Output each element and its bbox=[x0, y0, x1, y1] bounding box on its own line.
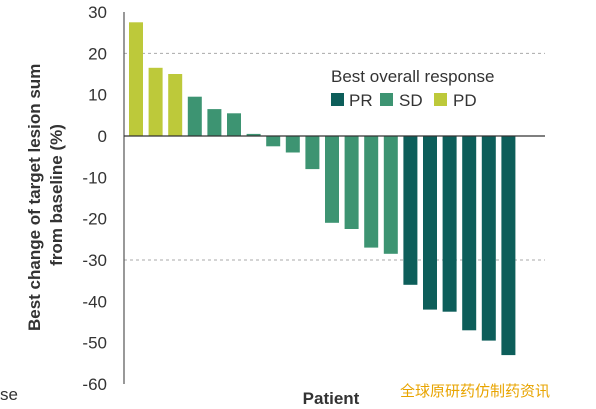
bar-pr bbox=[442, 136, 457, 312]
bar-sd bbox=[383, 136, 398, 254]
bar-sd bbox=[227, 113, 241, 136]
bar-pr bbox=[481, 136, 496, 341]
bar-pd bbox=[168, 74, 183, 136]
legend-swatch-pr bbox=[331, 93, 344, 106]
y-tick-labels: 30 20 10 0 -10 -20 -30 -40 -50 -60 bbox=[82, 3, 107, 394]
y-axis-title-line-1: Best change of target lesion sum bbox=[25, 64, 44, 331]
y-tick-label: 10 bbox=[88, 86, 107, 105]
bar-sd bbox=[266, 136, 281, 147]
bar-sd bbox=[364, 136, 379, 248]
legend-swatch-pd bbox=[434, 93, 447, 106]
bar-sd bbox=[305, 136, 320, 170]
legend-label-pd: PD bbox=[453, 91, 477, 110]
bar-sd bbox=[246, 133, 261, 136]
bar-pd bbox=[129, 22, 143, 136]
bar-sd bbox=[207, 109, 222, 136]
y-tick-label: -30 bbox=[82, 251, 107, 270]
y-tick-label: 0 bbox=[98, 127, 107, 146]
bar-sd bbox=[285, 136, 300, 153]
legend: Best overall response PR SD PD bbox=[331, 67, 494, 110]
legend-title: Best overall response bbox=[331, 67, 494, 86]
x-axis-title: Patient bbox=[303, 389, 360, 408]
bar-pr bbox=[423, 136, 437, 310]
bar-pr bbox=[462, 136, 477, 331]
bar-sd bbox=[325, 136, 339, 223]
legend-label-sd: SD bbox=[399, 91, 423, 110]
bar-sd bbox=[187, 96, 202, 136]
y-tick-label: -40 bbox=[82, 292, 107, 311]
legend-label-pr: PR bbox=[349, 91, 373, 110]
bar-pr bbox=[403, 136, 418, 285]
bar-pr bbox=[501, 136, 516, 356]
y-tick-label: 30 bbox=[88, 3, 107, 22]
y-tick-label: 20 bbox=[88, 44, 107, 63]
y-tick-label: -20 bbox=[82, 210, 107, 229]
y-axis-title-line-2: from baseline (%) bbox=[47, 124, 66, 266]
cropped-text-fragment: se bbox=[0, 385, 18, 404]
bars bbox=[129, 22, 516, 356]
bar-pd bbox=[148, 67, 163, 136]
y-axis-title: Best change of target lesion sum from ba… bbox=[25, 59, 66, 331]
y-tick-label: -60 bbox=[82, 375, 107, 394]
bar-sd bbox=[344, 136, 359, 229]
watermark: 全球原研药仿制药资讯 bbox=[400, 382, 550, 400]
y-tick-label: -50 bbox=[82, 334, 107, 353]
y-tick-label: -10 bbox=[82, 168, 107, 187]
legend-swatch-sd bbox=[380, 93, 393, 106]
